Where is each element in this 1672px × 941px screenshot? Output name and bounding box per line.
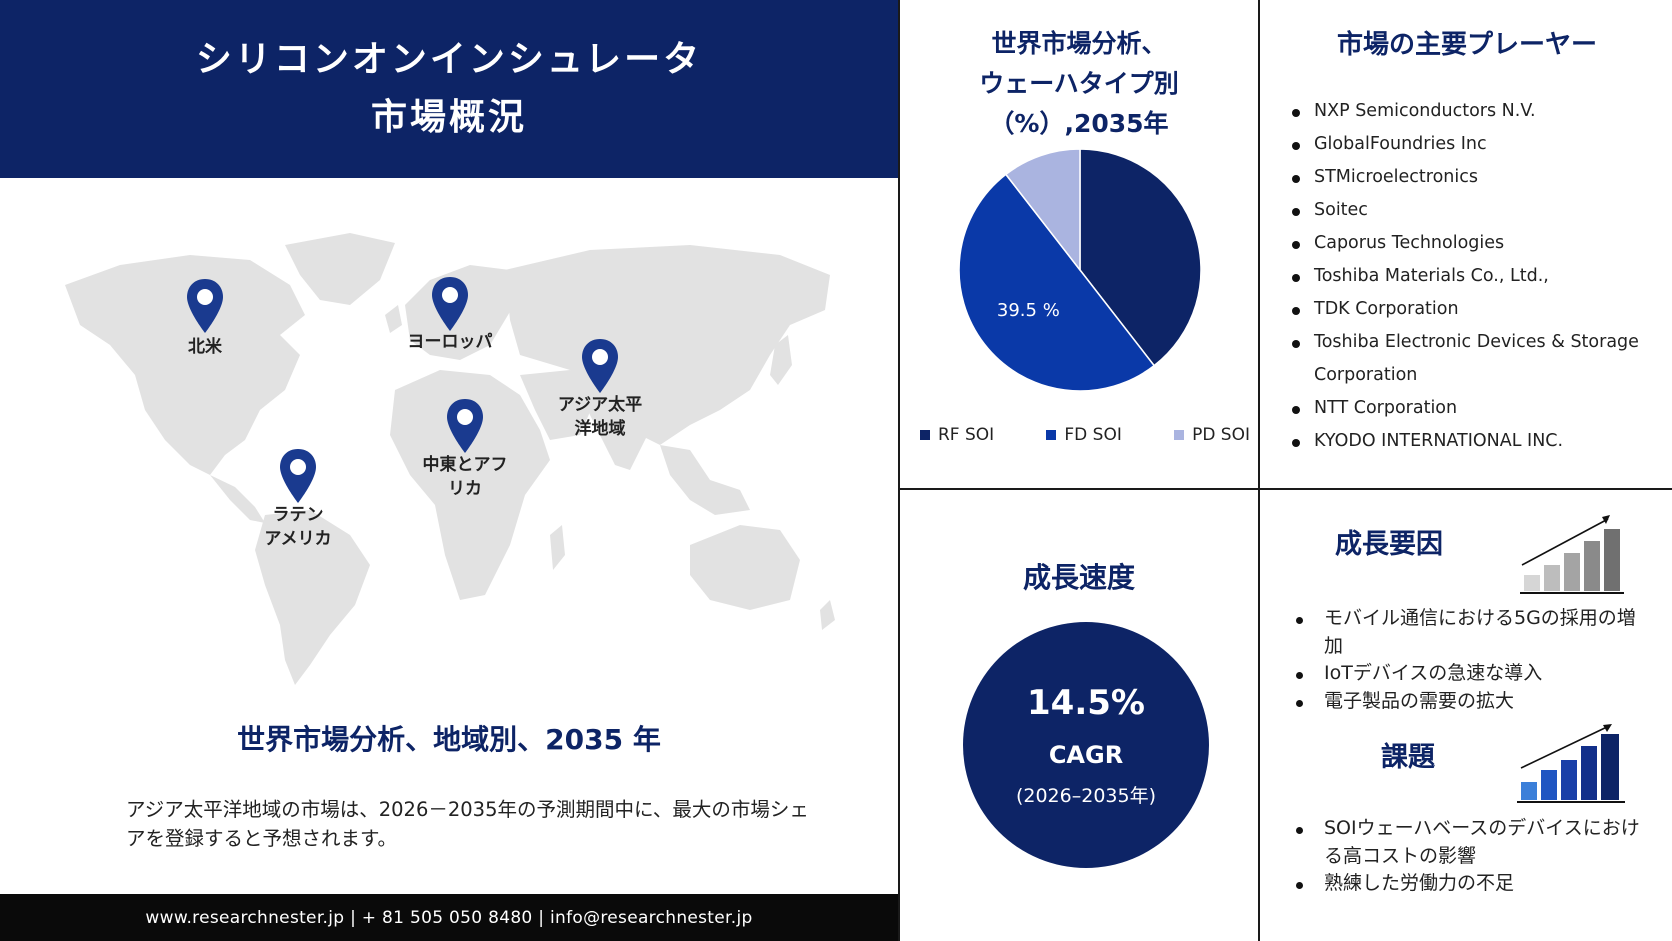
challenges-title: 課題 [1381, 742, 1435, 773]
pie-title-line2: ウェーハタイプ別 [979, 69, 1179, 98]
map-japan [770, 335, 792, 385]
challenges-list: SOIウェーハベースのデバイスにおける高コストの影響 熟練した労働力の不足 [1292, 815, 1647, 898]
legend-item-pd-soi: PD SOI [1174, 425, 1250, 445]
location-pin-icon [280, 449, 316, 503]
player-item: GlobalFoundries Inc [1292, 128, 1667, 161]
map-asia [505, 245, 830, 455]
blue-bar-chart-icon [1517, 724, 1625, 803]
legend-item-rf-soi: RF SOI [920, 425, 994, 445]
player-item: STMicroelectronics [1292, 161, 1667, 194]
player-item: KYODO INTERNATIONAL INC. [1292, 425, 1667, 458]
region-label-asia-pacific: アジア太平 洋地域 [557, 395, 643, 439]
players-list: NXP Semiconductors N.V. GlobalFoundries … [1292, 95, 1667, 458]
drivers-list: モバイル通信における5Gの採用の増加 IoTデバイスの急速な導入 電子製品の需要… [1292, 605, 1647, 715]
legend-swatch-rf-soi [920, 430, 930, 440]
title-banner: シリコンオンインシュレータ 市場概況 [0, 0, 898, 178]
legend-swatch-pd-soi [1174, 430, 1185, 440]
location-pin-icon [187, 279, 223, 333]
world-map: 北米 ヨーロッパ アジア太平 洋地域 中東とアフ リカ ラテン アメリカ [50, 225, 850, 705]
page-title-line1: シリコンオンインシュレータ [195, 39, 703, 80]
pie-slice-pd-soi [1004, 148, 1081, 273]
map-australia [690, 525, 800, 610]
map-greenland [285, 233, 395, 305]
map-india [595, 405, 650, 470]
cagr-label: CAGR [1048, 740, 1124, 769]
world-map-shapes [65, 233, 835, 685]
legend-label-pd-soi: PD SOI [1192, 425, 1250, 445]
region-label-north-america: 北米 [188, 337, 222, 357]
location-pin-icon [432, 277, 468, 331]
player-item: Toshiba Materials Co., Ltd., [1292, 260, 1667, 293]
driver-item: IoTデバイスの急速な導入 [1292, 660, 1647, 688]
player-item: NTT Corporation [1292, 392, 1667, 425]
divider-vertical-main [898, 0, 900, 941]
player-item: Caporus Technologies [1292, 227, 1667, 260]
region-label-middle-east-africa: 中東とアフ リカ [422, 455, 508, 499]
region-label-latin-america: ラテン アメリカ [264, 505, 332, 549]
player-item: TDK Corporation [1292, 293, 1667, 326]
map-uk [385, 305, 402, 333]
pie-slice-label: 39.5 % [997, 300, 1060, 321]
legend-swatch-fd-soi [1046, 430, 1057, 440]
map-middle-east [520, 370, 595, 440]
driver-item: 電子製品の需要の拡大 [1292, 688, 1647, 716]
growth-bar-chart-icon [1520, 515, 1624, 594]
challenge-item: 熟練した労働力の不足 [1292, 870, 1647, 898]
page-title-line2: 市場概況 [370, 97, 527, 138]
cagr-circle: 14.5% CAGR (2026–2035年) [963, 622, 1209, 868]
legend-label-fd-soi: FD SOI [1064, 425, 1122, 445]
pie-legend: RF SOI FD SOI PD SOI [920, 425, 1250, 445]
pie-title-line1: 世界市場分析、 [991, 29, 1167, 58]
footer-contact: www.researchnester.jp | + 81 505 050 848… [0, 894, 898, 941]
player-item: Toshiba Electronic Devices & Storage Cor… [1292, 326, 1667, 392]
region-label-europe: ヨーロッパ [407, 332, 493, 352]
player-item: NXP Semiconductors N.V. [1292, 95, 1667, 128]
region-analysis-heading: 世界市場分析、地域別、2035 年 [237, 723, 661, 756]
region-analysis-description: アジア太平洋地域の市場は、2026－2035年の予測期間中に、最大の市場シェアを… [126, 798, 809, 850]
map-africa [390, 370, 550, 600]
legend-label-rf-soi: RF SOI [938, 425, 995, 445]
player-item: Soitec [1292, 194, 1667, 227]
cagr-value: 14.5% [1027, 682, 1145, 723]
pie-slice-fd-soi [958, 173, 1156, 392]
pie-chart: 39.5 % [958, 148, 1202, 392]
divider-vertical-right [1258, 0, 1260, 941]
pie-chart-title: 世界市場分析、 ウェーハタイプ別 （%）,2035年 [900, 24, 1258, 144]
pie-slice-rf-soi [1079, 148, 1202, 367]
map-central-america [210, 475, 265, 523]
players-title: 市場の主要プレーヤー [1336, 30, 1597, 60]
challenge-item: SOIウェーハベースのデバイスにおける高コストの影響 [1292, 815, 1647, 870]
cagr-period: (2026–2035年) [1015, 784, 1157, 807]
map-south-america [255, 510, 370, 685]
location-pin-icon [582, 339, 618, 393]
pie-title-line3: （%）,2035年 [989, 109, 1169, 138]
legend-item-fd-soi: FD SOI [1046, 425, 1122, 445]
map-madagascar [550, 525, 565, 570]
map-north-america [65, 255, 305, 475]
growth-rate-title: 成長速度 [1022, 561, 1135, 594]
driver-item: モバイル通信における5Gの採用の増加 [1292, 605, 1647, 660]
map-new-zealand [820, 600, 835, 630]
drivers-title: 成長要因 [1335, 529, 1443, 560]
location-pin-icon [447, 399, 483, 453]
divider-horizontal [898, 488, 1672, 490]
map-southeast-asia [660, 445, 750, 515]
